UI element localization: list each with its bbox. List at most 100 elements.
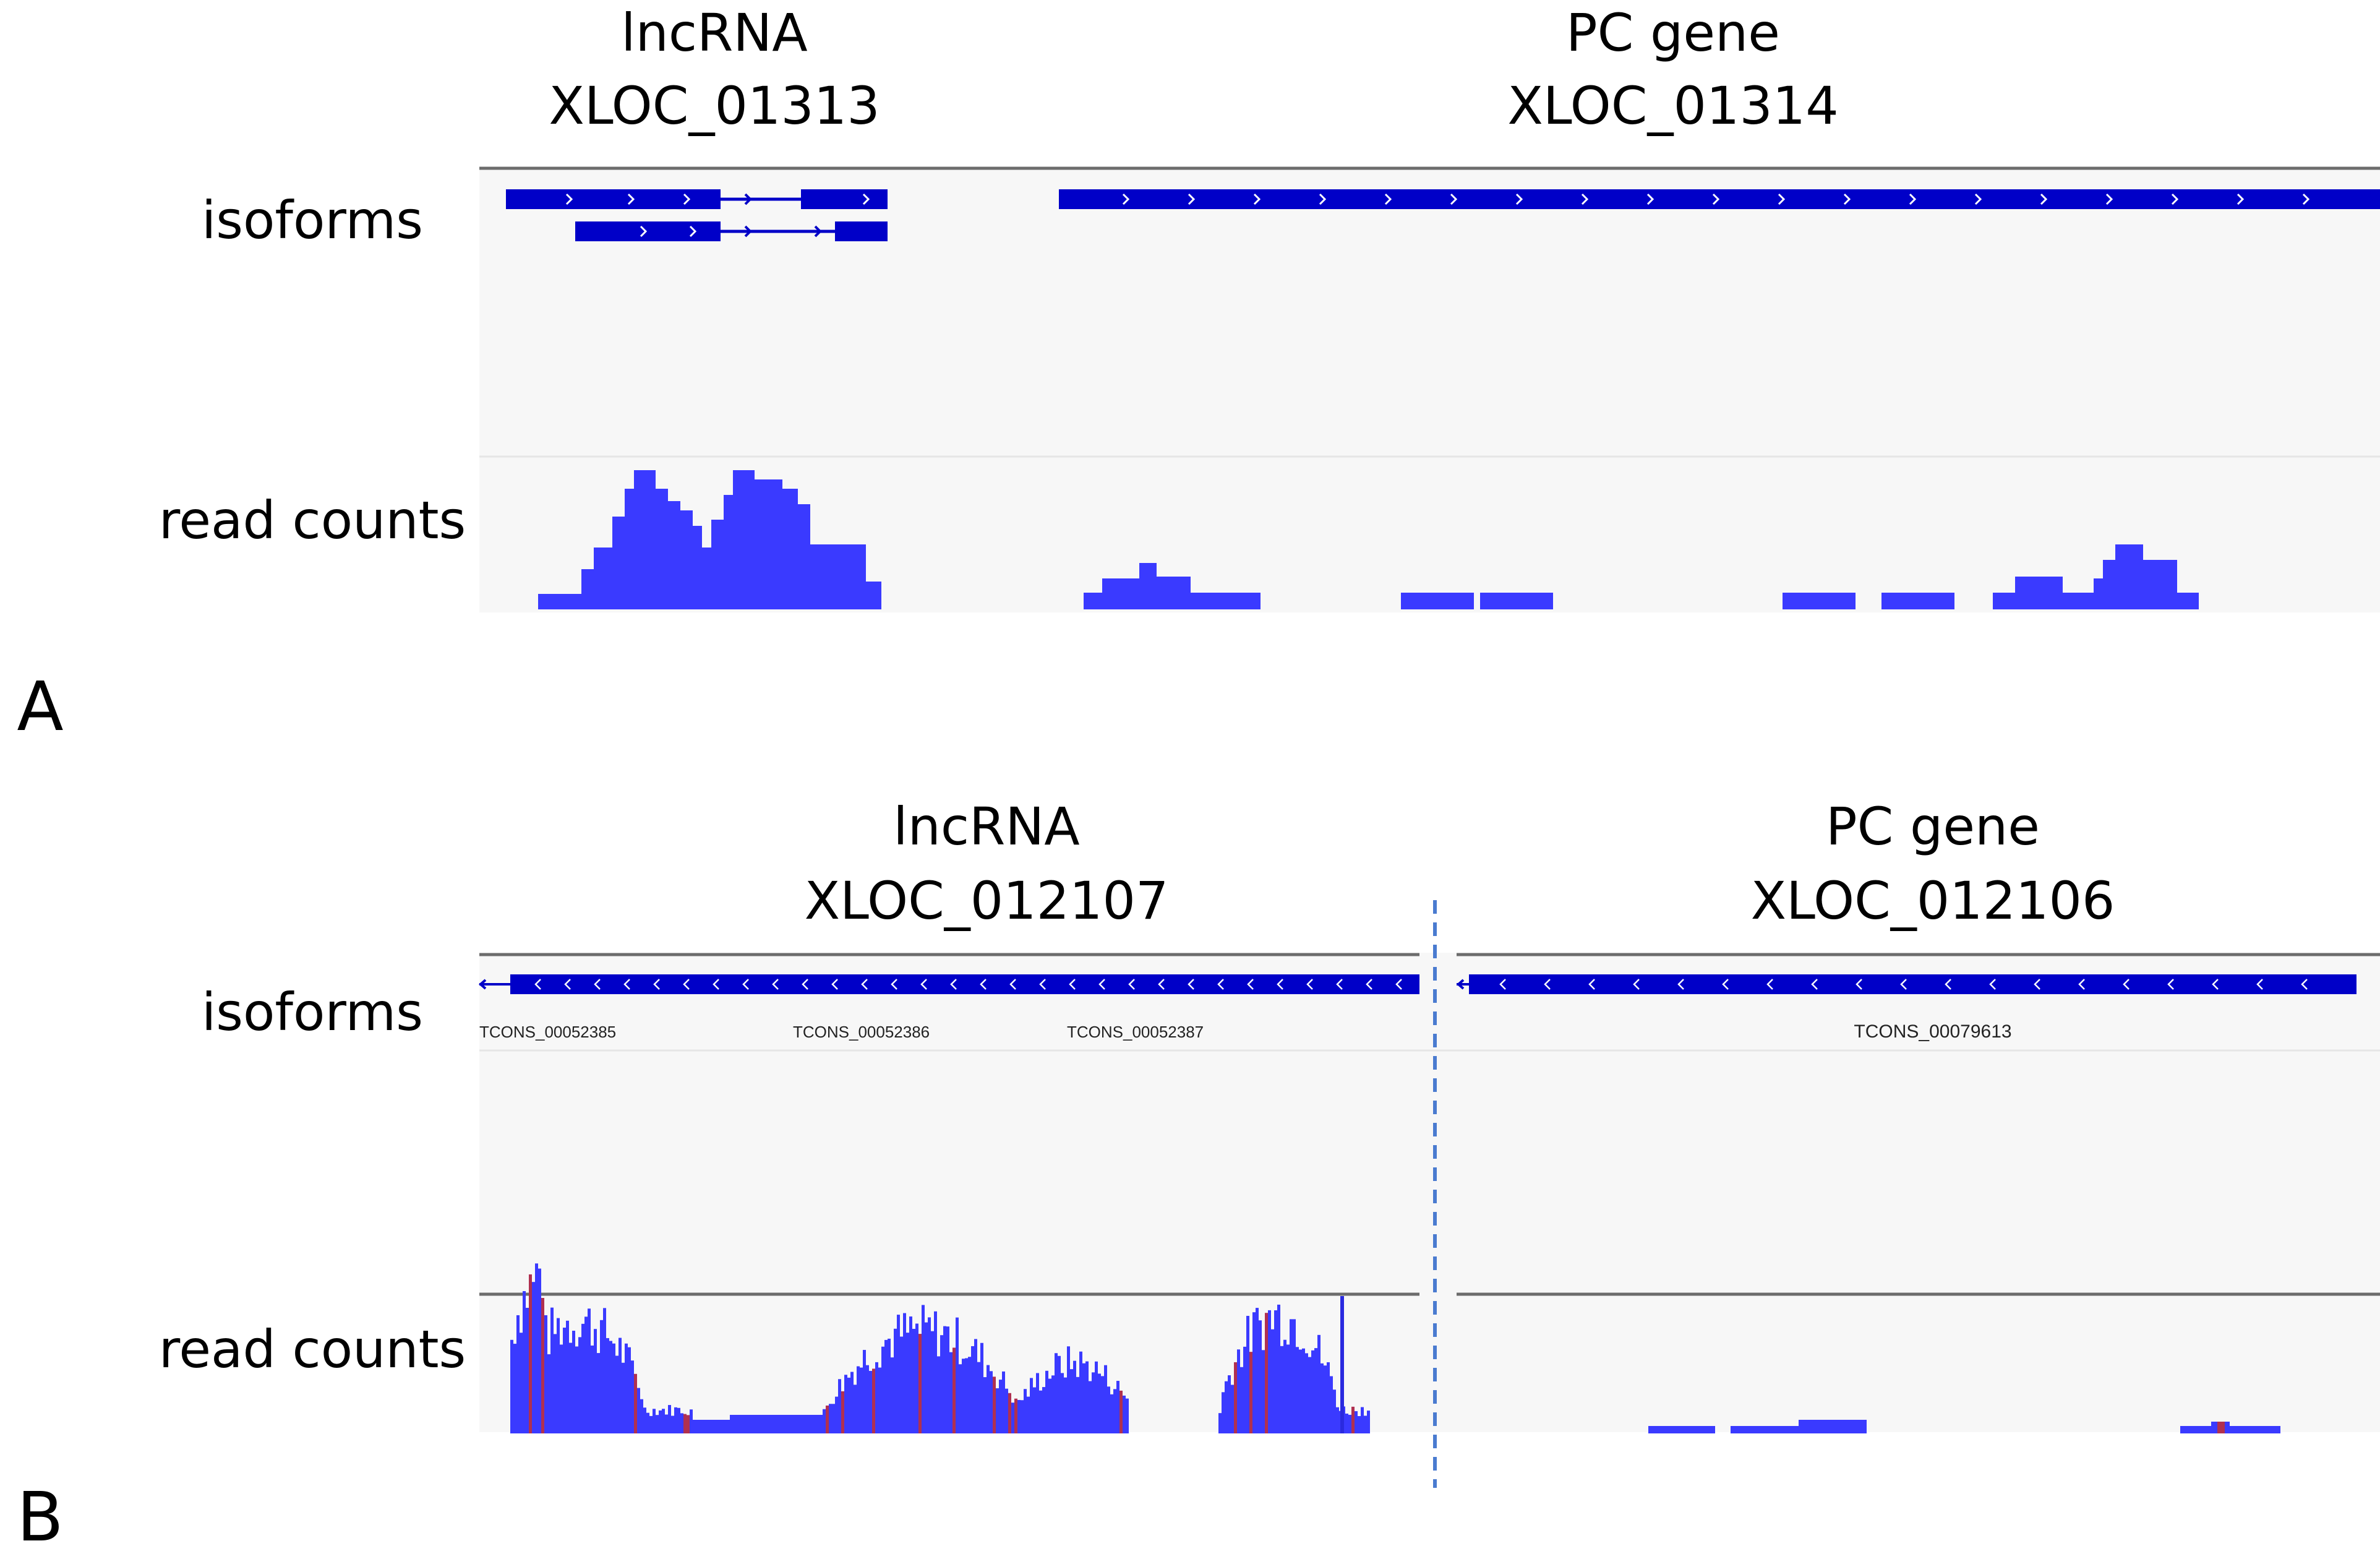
coverage-bar — [1042, 1387, 1045, 1433]
coverage-bar — [1308, 1357, 1311, 1433]
coverage-bar — [1011, 1402, 1014, 1433]
coverage-bar — [1061, 1373, 1064, 1433]
coverage-bar — [1296, 1347, 1299, 1433]
coverage-bar — [1348, 1414, 1351, 1433]
coverage-bar — [1228, 1375, 1231, 1433]
coverage-bar — [987, 1365, 990, 1433]
strand-chevron — [1188, 193, 1196, 205]
coverage-bar — [1317, 1334, 1321, 1433]
strand-chevron — [2105, 193, 2113, 205]
strand-chevron — [1277, 979, 1283, 990]
coverage-bar — [894, 1328, 897, 1433]
lncrna-isoform-1-a — [506, 189, 888, 209]
coverage-bar — [1070, 1369, 1073, 1433]
coverage-bar — [999, 1380, 1002, 1433]
coverage-bar — [671, 1415, 674, 1433]
strand-chevron — [1515, 193, 1523, 205]
coverage-bar — [631, 1360, 634, 1433]
coverage-bar — [1067, 1346, 1070, 1433]
coverage-bar — [563, 1328, 566, 1433]
coverage-bar — [1008, 1393, 1011, 1433]
coverage-bar — [1336, 1407, 1339, 1433]
coverage-bar — [1364, 1415, 1367, 1433]
read-counts-track-label-b: read counts — [159, 1319, 466, 1380]
coverage-bar — [1098, 1373, 1101, 1433]
coverage-bar — [572, 1331, 575, 1433]
coverage-bar — [863, 1350, 866, 1433]
coverage-bar — [888, 1338, 891, 1433]
strand-chevron — [1712, 193, 1720, 205]
strand-chevron — [891, 979, 897, 990]
coverage-bar — [622, 1362, 625, 1433]
coverage-bar — [850, 1372, 854, 1433]
coverage-bar — [584, 1316, 588, 1433]
strand-chevron — [564, 979, 571, 990]
panel-a: lncRNA XLOC_01313 PC gene XLOC_01314 iso… — [17, 2, 2380, 746]
coverage-bar — [847, 1377, 850, 1433]
coverage-bar — [959, 1364, 962, 1433]
coverage-bar — [912, 1328, 915, 1433]
coverage-bar — [949, 1352, 952, 1433]
coverage-bar — [1340, 1296, 1344, 1433]
coverage-bar — [922, 1305, 925, 1433]
coverage-bar — [1327, 1362, 1330, 1433]
strand-chevron — [1158, 979, 1165, 990]
isoform-label: TCONS_00052386 — [793, 1023, 930, 1041]
coverage-bar — [662, 1409, 665, 1433]
coverage-bar — [640, 1399, 643, 1433]
strand-chevron — [980, 979, 987, 990]
panel-letter-b: B — [17, 1477, 63, 1557]
coverage-bar — [1277, 1304, 1280, 1433]
coverage-bar — [687, 1415, 690, 1433]
strand-chevron — [772, 979, 779, 990]
coverage-bar — [1107, 1386, 1110, 1433]
coverage-bar — [526, 1307, 529, 1433]
coverage-bar — [1079, 1351, 1082, 1433]
pc-gene-isoform-a — [1059, 189, 2380, 209]
coverage-bar — [829, 1404, 832, 1433]
strand-chevron — [1122, 193, 1130, 205]
strand-chevron — [2237, 193, 2245, 205]
coverage-bar — [1283, 1339, 1286, 1433]
coverage-bar — [680, 1413, 683, 1433]
coverage-block — [1480, 593, 1553, 609]
strand-chevron — [2123, 979, 2130, 990]
coverage-bar — [1092, 1372, 1095, 1433]
coverage-bar — [609, 1341, 612, 1433]
strand-chevron — [1098, 979, 1105, 990]
isoform-label: TCONS_00079613 — [1854, 1021, 2011, 1042]
coverage-bar — [1237, 1349, 1240, 1433]
coverage-bar — [557, 1318, 560, 1433]
pc-gene-feature-b — [1456, 974, 2356, 994]
coverage-bar — [838, 1379, 841, 1433]
coverage-bar — [1089, 1381, 1092, 1433]
coverage-bar — [523, 1291, 526, 1433]
track-area-b — [479, 953, 2380, 1432]
strand-chevron — [1188, 979, 1194, 990]
exon — [1469, 974, 2356, 994]
strand-chevron — [2078, 979, 2085, 990]
coverage-bar — [980, 1342, 983, 1433]
isoform-label: TCONS_00052385 — [479, 1023, 616, 1041]
coverage-bar — [925, 1322, 928, 1433]
coverage-bar — [1123, 1395, 1126, 1433]
coverage-bar — [1036, 1373, 1039, 1433]
lncrna-isoform-2-a — [575, 221, 888, 241]
coverage-block — [1881, 593, 1954, 609]
strand-chevron — [1319, 193, 1327, 205]
coverage-bar — [931, 1331, 934, 1433]
coverage-bar — [1076, 1376, 1079, 1433]
coverage-bar — [956, 1317, 959, 1433]
coverage-bar — [588, 1308, 591, 1433]
strand-chevron — [1856, 979, 1862, 990]
strand-chevron — [1909, 193, 1917, 205]
coverage-bar — [1345, 1413, 1348, 1433]
strand-chevron — [1581, 193, 1589, 205]
coverage-bar — [1039, 1390, 1042, 1433]
panel-b: lncRNA XLOC_012107 PC gene XLOC_012106 i… — [17, 796, 2380, 1557]
coverage-block — [2230, 1426, 2280, 1433]
coverage-bar — [649, 1415, 653, 1433]
coverage-bar — [1005, 1388, 1008, 1433]
coverage-bar — [566, 1320, 569, 1433]
